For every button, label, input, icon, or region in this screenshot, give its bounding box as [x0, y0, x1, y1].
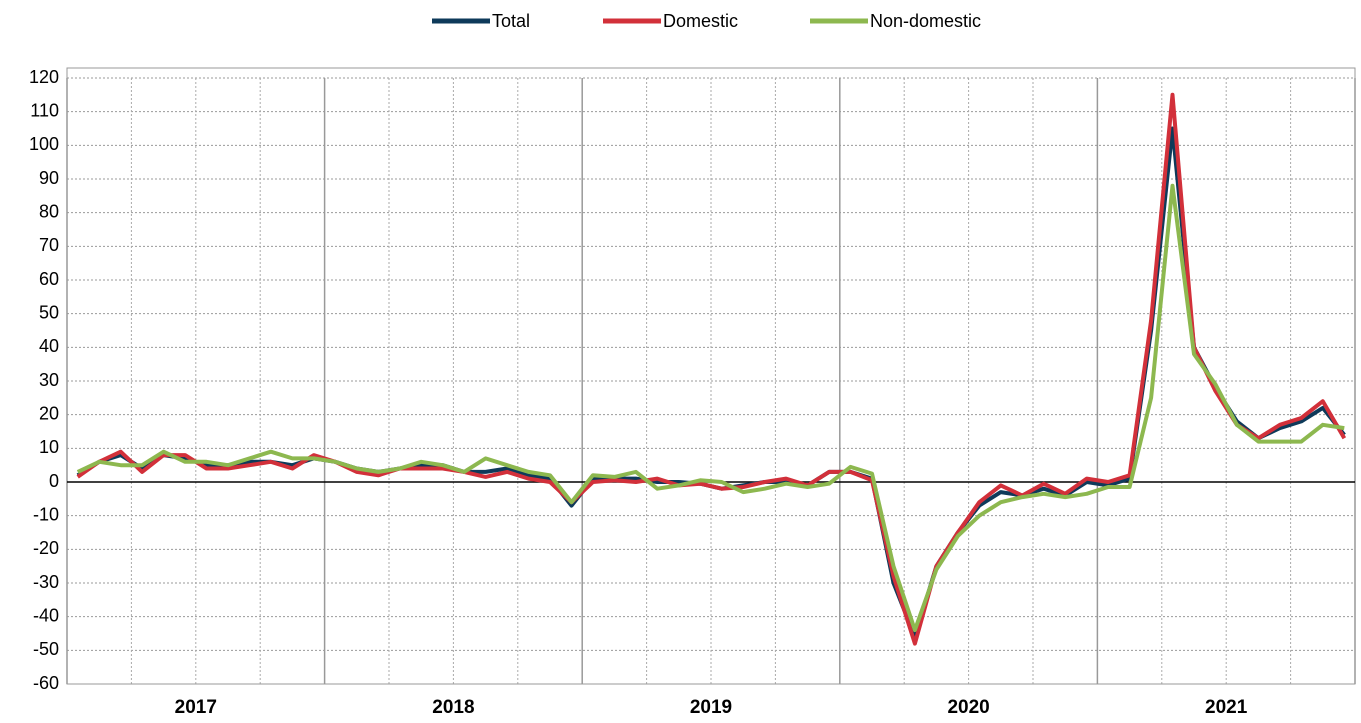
y-tick-label: 10: [39, 437, 59, 457]
series-line: [76, 183, 1345, 633]
y-tick-label: -20: [33, 538, 59, 558]
y-tick-label: 70: [39, 235, 59, 255]
series-line: [76, 92, 1347, 646]
x-group-label: 2019: [690, 697, 732, 718]
y-tick-label: 30: [39, 370, 59, 390]
y-tick-label: -30: [33, 572, 59, 592]
y-tick-label: 20: [39, 403, 59, 423]
y-tick-label: 100: [29, 134, 59, 154]
x-group-label: 2020: [947, 697, 989, 718]
y-tick-label: -10: [33, 504, 59, 524]
y-tick-label: 80: [39, 201, 59, 221]
y-tick-label: -40: [33, 605, 59, 625]
y-tick-label: 0: [49, 471, 59, 491]
y-tick-label: 90: [39, 168, 59, 188]
y-tick-label: 60: [39, 269, 59, 289]
legend-label: Domestic: [663, 11, 738, 31]
y-tick-label: 120: [29, 67, 59, 87]
y-tick-label: 40: [39, 336, 59, 356]
plot-frame: [66, 67, 1356, 685]
x-group-label: 2017: [175, 697, 217, 718]
legend-label: Non-domestic: [870, 11, 981, 31]
y-tick-label: -50: [33, 639, 59, 659]
x-group-label: 2021: [1205, 697, 1248, 718]
y-tick-label: -60: [33, 673, 59, 693]
legend-label: Total: [492, 11, 530, 31]
x-group-label: 2018: [432, 697, 474, 718]
y-tick-label: 110: [30, 100, 59, 120]
y-tick-label: 50: [39, 302, 59, 322]
